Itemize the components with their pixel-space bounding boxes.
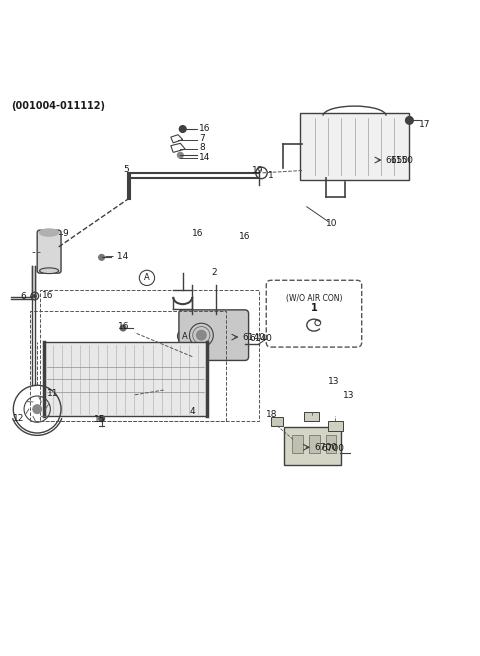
Text: 16: 16: [239, 232, 251, 241]
Ellipse shape: [39, 229, 59, 236]
Text: 6150: 6150: [385, 155, 408, 165]
Bar: [44, 342, 206, 417]
Text: A: A: [144, 274, 150, 282]
Text: 17: 17: [419, 120, 431, 129]
FancyBboxPatch shape: [37, 230, 61, 273]
Bar: [326, 436, 336, 453]
Text: 9: 9: [62, 230, 68, 239]
Text: 6700: 6700: [321, 444, 344, 453]
Text: 10: 10: [326, 218, 337, 228]
Bar: [39, 290, 259, 421]
Ellipse shape: [39, 268, 59, 274]
Text: 16: 16: [192, 230, 204, 239]
Text: 18: 18: [266, 411, 278, 419]
Circle shape: [99, 416, 105, 422]
Text: 14: 14: [199, 153, 211, 162]
Text: 11: 11: [47, 389, 58, 398]
Bar: [309, 436, 320, 453]
Circle shape: [406, 117, 413, 124]
Text: 5: 5: [123, 165, 129, 174]
FancyBboxPatch shape: [179, 310, 249, 360]
Text: 12: 12: [13, 414, 24, 423]
Circle shape: [178, 152, 183, 158]
Text: 16: 16: [118, 322, 130, 331]
Text: 15: 15: [95, 415, 106, 424]
Circle shape: [34, 295, 36, 297]
Circle shape: [197, 331, 206, 340]
Text: 19: 19: [252, 166, 264, 175]
Circle shape: [180, 126, 186, 133]
Circle shape: [33, 405, 41, 413]
Text: 8: 8: [199, 143, 205, 152]
Text: (W/O AIR CON): (W/O AIR CON): [286, 294, 342, 302]
Text: 13: 13: [343, 391, 354, 400]
Text: 6700: 6700: [314, 443, 337, 452]
Text: 13: 13: [328, 377, 340, 386]
FancyBboxPatch shape: [300, 113, 409, 180]
Text: 4: 4: [190, 407, 195, 416]
Text: 6: 6: [21, 291, 26, 300]
FancyBboxPatch shape: [284, 427, 341, 465]
Text: 6140: 6140: [250, 334, 273, 343]
Circle shape: [120, 325, 126, 331]
Text: 16: 16: [199, 125, 211, 134]
Text: A: A: [182, 332, 188, 340]
Bar: [271, 417, 283, 426]
Text: 6140: 6140: [242, 333, 265, 342]
Text: 6150: 6150: [390, 157, 413, 165]
Bar: [304, 411, 319, 421]
Text: — 14: — 14: [106, 253, 129, 261]
Text: 16: 16: [42, 291, 54, 300]
Text: (001004-011112): (001004-011112): [11, 101, 105, 112]
Bar: [328, 421, 343, 430]
Bar: [292, 436, 303, 453]
Text: 2: 2: [211, 268, 217, 277]
Bar: [30, 312, 226, 421]
Text: 7: 7: [199, 134, 205, 143]
Circle shape: [99, 255, 105, 260]
Text: 1: 1: [268, 171, 274, 180]
Text: 1: 1: [311, 303, 317, 313]
